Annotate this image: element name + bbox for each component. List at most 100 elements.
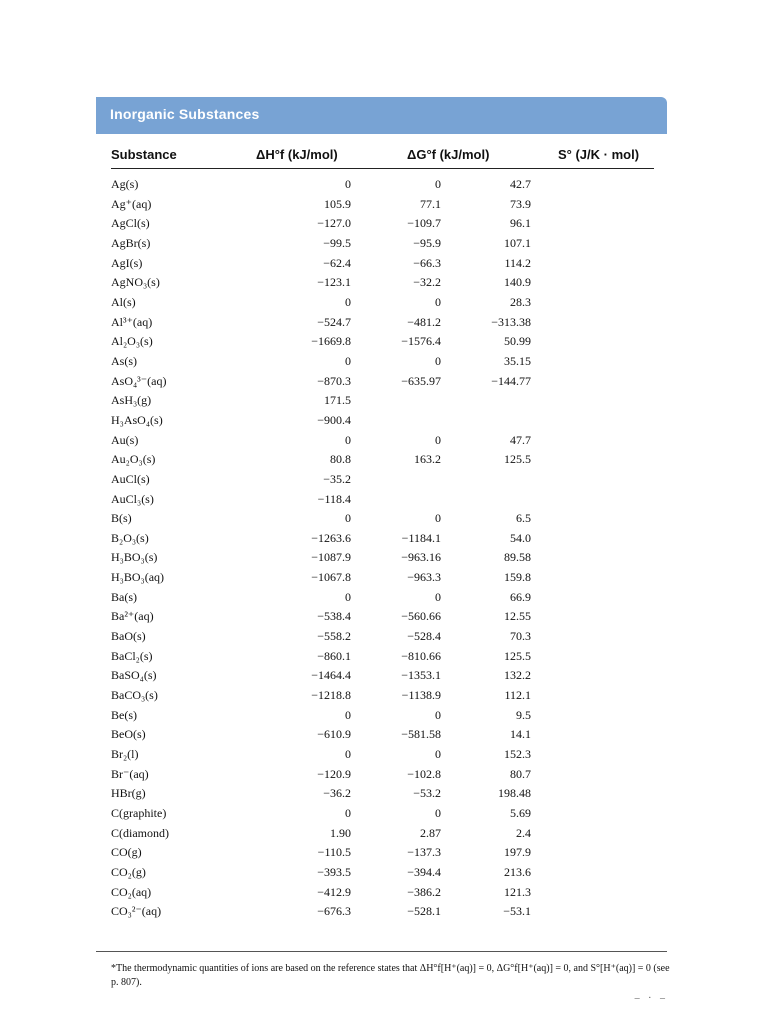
substance-cell: C(graphite) [111,806,167,820]
enthalpy-cell: 171.5 [324,393,351,408]
enthalpy-cell: 0 [345,511,351,526]
table-row: CO₂(g) −393.5 −394.4 213.6 [111,863,531,883]
table-row: Ag(s) 0 0 42.7 [111,175,531,195]
substance-cell: H₃BO₃(s) [111,550,158,565]
table-row: Be(s) 0 0 9.5 [111,706,531,726]
entropy-cell [441,411,531,431]
enthalpy-cell: −1464.4 [311,668,351,683]
table-row: B₂O₃(s) −1263.6 −1184.1 54.0 [111,529,531,549]
enthalpy-cell: 0 [345,353,351,368]
enthalpy-cell: 105.9 [324,196,351,211]
gibbs-cell: 0 [435,747,441,762]
gibbs-cell: 0 [435,589,441,604]
substance-cell: BaCO₃(s) [111,688,158,703]
gibbs-cell: 0 [435,294,441,309]
gibbs-cell: −581.58 [401,727,441,742]
substance-cell: CO₃²⁻(aq) [111,904,162,919]
gibbs-cell: −53.2 [413,786,441,801]
column-header-substance: Substance [111,147,177,162]
table-row: BeO(s) −610.9 −581.58 14.1 [111,725,531,745]
table-row: BaO(s) −558.2 −528.4 70.3 [111,627,531,647]
gibbs-cell: −528.4 [407,629,441,644]
entropy-cell: 107.1 [504,235,531,250]
gibbs-cell: 0 [435,707,441,722]
enthalpy-cell: −1087.9 [311,550,351,565]
enthalpy-cell: 0 [345,806,351,820]
enthalpy-cell: 0 [345,747,351,762]
table-row: C(diamond) 1.90 2.87 2.4 [111,824,531,844]
entropy-cell: −53.1 [503,904,531,919]
entropy-cell: 121.3 [504,884,531,899]
table-row: Ag⁺(aq) 105.9 77.1 73.9 [111,195,531,215]
table-row: H₃BO₃(aq) −1067.8 −963.3 159.8 [111,568,531,588]
header-rule [111,168,654,169]
table-row: Al³⁺(aq) −524.7 −481.2 −313.38 [111,313,531,333]
entropy-cell: 6.5 [516,511,531,526]
enthalpy-cell: 1.90 [330,825,351,840]
substance-cell: Be(s) [111,707,137,722]
gibbs-cell: −810.66 [401,648,441,663]
substance-cell: AgBr(s) [111,235,151,250]
table-row: Al(s) 0 0 28.3 [111,293,531,313]
gibbs-cell [351,411,441,431]
entropy-cell: 213.6 [504,864,531,879]
enthalpy-cell: −127.0 [317,216,351,231]
enthalpy-cell: −676.3 [317,904,351,919]
gibbs-cell: −1353.1 [401,668,441,683]
enthalpy-cell: 0 [345,589,351,604]
column-header-entropy: S° (J/K · mol) [558,147,640,162]
table-row: AuCl₃(s) −118.4 [111,490,531,510]
gibbs-cell: −560.66 [401,609,441,624]
table-row: AgNO₃(s) −123.1 −32.2 140.9 [111,273,531,293]
substance-cell: H₃AsO₄(s) [111,412,163,427]
enthalpy-cell: −36.2 [323,786,351,801]
entropy-cell: 112.1 [504,688,531,703]
substance-cell: Ba²⁺(aq) [111,609,154,624]
entropy-cell: 96.1 [510,216,531,231]
table-row: Au(s) 0 0 47.7 [111,431,531,451]
section-banner: Inorganic Substances [96,97,667,133]
entropy-cell: 132.2 [504,668,531,683]
substance-cell: Ag⁺(aq) [111,196,152,211]
enthalpy-cell: 0 [345,294,351,309]
entropy-cell: 28.3 [510,294,531,309]
substance-cell: B₂O₃(s) [111,530,149,545]
gibbs-cell: −635.97 [401,373,441,388]
enthalpy-cell: −1263.6 [311,530,351,545]
enthalpy-cell: −120.9 [317,766,351,781]
enthalpy-cell: −1067.8 [311,570,351,585]
entropy-cell: 125.5 [504,452,531,467]
enthalpy-cell: −538.4 [317,609,351,624]
entropy-cell: 152.3 [504,747,531,762]
substance-cell: AgNO₃(s) [111,275,160,290]
table-row: AsO₄³⁻(aq) −870.3 −635.97 −144.77 [111,372,531,392]
enthalpy-cell: 0 [345,432,351,447]
enthalpy-cell: −524.7 [317,314,351,329]
table-row: BaCl₂(s) −860.1 −810.66 125.5 [111,647,531,667]
table-row: Al₂O₃(s) −1669.8 −1576.4 50.99 [111,332,531,352]
table-row: HBr(g) −36.2 −53.2 198.48 [111,784,531,804]
substance-cell: CO₂(aq) [111,884,152,899]
gibbs-cell: −963.16 [401,550,441,565]
enthalpy-cell: 0 [345,707,351,722]
gibbs-cell: −102.8 [407,766,441,781]
substance-cell: AgCl(s) [111,216,150,231]
enthalpy-cell: −860.1 [317,648,351,663]
substance-cell: AsH₃(g) [111,393,152,408]
entropy-cell: 197.9 [504,845,531,860]
entropy-cell: 114.2 [504,255,531,270]
substance-cell: BeO(s) [111,727,146,742]
column-header-gibbs: ΔG°f (kJ/mol) [407,147,490,162]
enthalpy-cell: −870.3 [317,373,351,388]
page-corner-mark: – · – [634,993,668,1004]
table-row: Ba²⁺(aq) −538.4 −560.66 12.55 [111,607,531,627]
gibbs-cell: 0 [435,177,441,191]
table-row: AsH₃(g) 171.5 [111,391,531,411]
entropy-cell: 73.9 [510,196,531,211]
table-row: BaCO₃(s) −1218.8 −1138.9 112.1 [111,686,531,706]
table-row: CO(g) −110.5 −137.3 197.9 [111,843,531,863]
substance-cell: Ag(s) [111,177,139,191]
table-row: AuCl(s) −35.2 [111,470,531,490]
table-row: Br₂(l) 0 0 152.3 [111,745,531,765]
substance-cell: H₃BO₃(aq) [111,570,165,585]
